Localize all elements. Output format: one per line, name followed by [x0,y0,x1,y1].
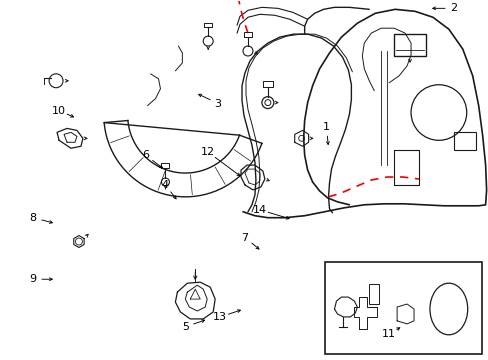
Text: 7: 7 [241,233,248,243]
Text: 2: 2 [449,3,456,13]
Text: 11: 11 [382,329,395,339]
Bar [368,284,379,304]
Text: 13: 13 [213,312,226,322]
Text: 9: 9 [30,274,37,284]
Text: 1: 1 [323,122,329,132]
Text: 14: 14 [252,205,266,215]
Bar [453,132,475,150]
Text: 4: 4 [162,180,169,190]
Text: 6: 6 [142,150,149,160]
Text: 12: 12 [201,147,215,157]
Bar [393,34,425,56]
Text: 5: 5 [182,322,188,332]
Text: 10: 10 [52,105,66,116]
Text: 3: 3 [214,99,221,109]
Bar [324,262,481,354]
Text: 8: 8 [30,213,37,223]
